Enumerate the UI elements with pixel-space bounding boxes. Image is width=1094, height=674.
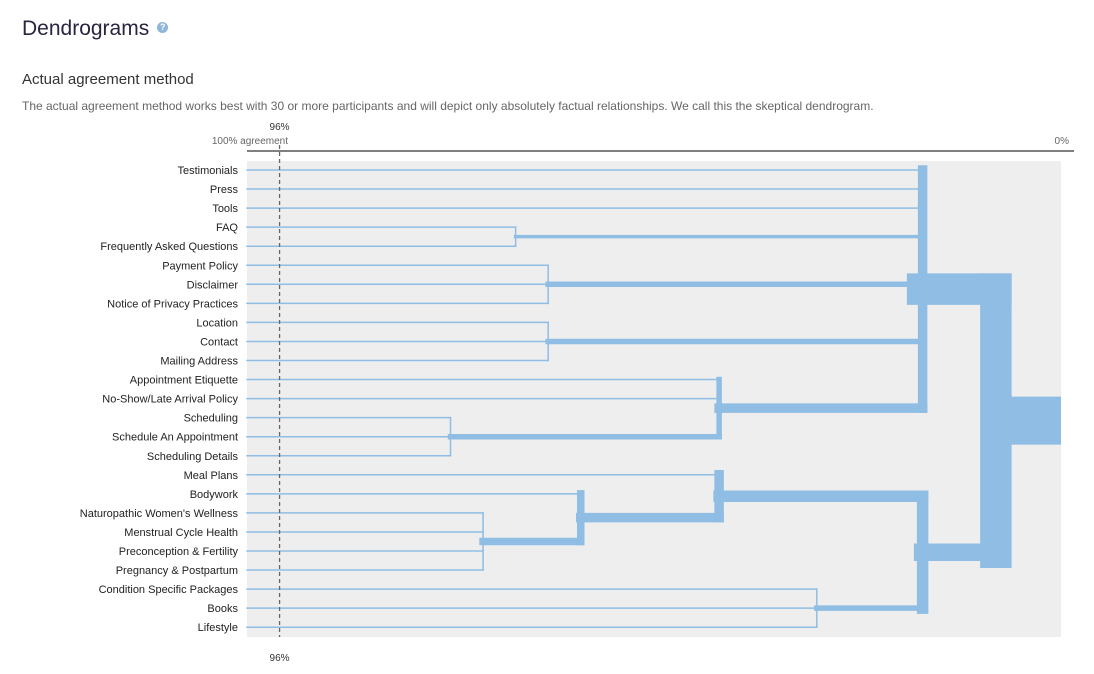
branches — [246, 165, 1061, 628]
leaf-label: Pregnancy & Postpartum — [116, 565, 238, 577]
leaf-label: Tools — [212, 203, 238, 215]
leaf-label: FAQ — [216, 222, 238, 234]
leaf-label: Frequently Asked Questions — [100, 241, 238, 253]
threshold-label-bottom: 96% — [270, 653, 290, 664]
question-circle-icon[interactable]: ? — [157, 21, 169, 33]
leaf-label: Press — [210, 184, 239, 196]
threshold-label-top: 96% — [270, 122, 290, 133]
leaf-label: Menstrual Cycle Health — [124, 527, 238, 539]
leaf-label: Mailing Address — [160, 356, 238, 368]
leaf-label: Condition Specific Packages — [99, 584, 239, 596]
leaf-label: Scheduling Details — [147, 451, 239, 463]
leaf-label: Preconception & Fertility — [119, 546, 239, 558]
leaf-label: Scheduling — [184, 413, 238, 425]
leaf-label: Schedule An Appointment — [112, 432, 238, 444]
axis-left-label: 100% agreement — [212, 136, 288, 147]
page-title: Dendrograms? — [22, 17, 169, 41]
leaf-label: Contact — [200, 336, 238, 348]
leaf-label: Testimonials — [177, 165, 238, 177]
leaf-label: Lifestyle — [198, 622, 238, 634]
leaf-label: Location — [196, 317, 238, 329]
leaf-label: Meal Plans — [184, 470, 239, 482]
leaf-label: Books — [207, 603, 238, 615]
leaf-label: Notice of Privacy Practices — [107, 298, 238, 310]
leaf-label: Disclaimer — [187, 279, 239, 291]
leaf-label: Bodywork — [190, 489, 239, 501]
leaf-label: Naturopathic Women's Wellness — [80, 508, 239, 520]
section-description: The actual agreement method works best w… — [22, 99, 874, 113]
leaf-label: No-Show/Late Arrival Policy — [102, 394, 238, 406]
leaf-label: Payment Policy — [162, 260, 238, 272]
section-title: Actual agreement method — [22, 71, 194, 88]
axis-right-label: 0% — [1055, 136, 1070, 147]
leaf-label: Appointment Etiquette — [130, 375, 238, 387]
